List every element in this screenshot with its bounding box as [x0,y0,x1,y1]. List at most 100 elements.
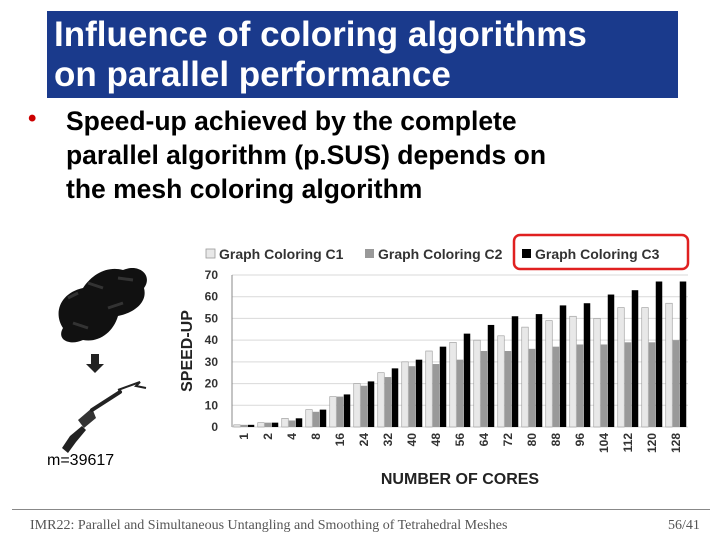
bar [607,294,615,427]
x-tick-label: 4 [285,433,299,440]
x-tick-label: 32 [381,433,395,447]
bar [665,302,673,428]
bar [504,351,512,427]
title-line-2: on parallel performance [54,55,451,94]
legend-label: Graph Coloring C2 [378,246,503,262]
legend-swatch [522,249,531,258]
footer-title: IMR22: Parallel and Simultaneous Untangl… [30,518,508,533]
legend-label: Graph Coloring C1 [219,246,344,262]
bar [480,351,488,427]
x-tick-label: 128 [669,433,683,453]
bar [360,385,368,427]
y-tick-label: 20 [205,377,219,391]
bar [264,422,272,427]
bar [456,359,464,427]
bar [295,418,303,427]
bullet-text: Speed-up achieved by the complete parall… [66,104,666,206]
x-tick-label: 72 [501,433,515,447]
tangled-mesh-image [58,268,147,343]
x-tick-label: 8 [309,433,323,440]
bar [593,318,601,428]
bar [408,366,416,427]
smoothed-mesh-image [62,381,147,453]
y-tick-label: 10 [205,398,219,412]
bar [439,346,447,427]
bar [600,344,608,427]
bar [545,320,553,428]
bar [528,348,536,427]
x-tick-label: 64 [477,433,491,447]
bar [641,307,649,428]
legend-swatch [365,249,374,258]
bar [559,305,567,427]
x-tick-label: 80 [525,433,539,447]
x-tick-label: 24 [357,433,371,447]
bar [312,411,320,427]
bar [343,394,351,427]
bullet-line-1: Speed-up achieved by the complete [66,106,517,136]
x-tick-label: 112 [621,433,635,453]
bar [576,344,584,427]
bullet-line-3: the mesh coloring algorithm [66,174,423,204]
bar [648,342,656,427]
y-tick-label: 50 [205,311,219,325]
x-tick-label: 88 [549,433,563,447]
x-tick-label: 120 [645,433,659,453]
bar [655,281,663,427]
bar [240,424,248,427]
y-tick-label: 0 [211,420,218,434]
y-tick-label: 30 [205,355,219,369]
x-tick-label: 48 [429,433,443,447]
bar [425,350,433,428]
bar [377,372,385,428]
y-axis-title: SPEED-UP [179,310,196,392]
bar [247,424,255,427]
bar [353,383,361,428]
bar [617,307,625,428]
y-tick-label: 70 [205,268,219,282]
x-tick-label: 2 [261,433,275,440]
mesh-size-label: m=39617 [47,452,115,469]
bar [624,342,632,427]
bar [463,333,471,427]
bar [432,364,440,427]
bar [521,326,529,428]
bar [449,342,457,428]
x-axis-title: NUMBER OF CORES [381,471,540,488]
footer-divider [12,509,710,510]
bar [233,424,241,428]
bar [569,315,577,428]
x-tick-label: 104 [597,433,611,453]
x-tick-label: 16 [333,433,347,447]
bar [288,420,296,427]
legend-highlight-box [512,233,690,271]
bar [271,422,279,427]
x-tick-label: 1 [237,433,251,440]
bar [257,422,265,428]
bar [281,418,289,428]
bar [535,314,543,427]
bar [473,339,481,428]
bar [552,346,560,427]
x-tick-label: 56 [453,433,467,447]
title-line-1: Influence of coloring algorithms [54,15,587,54]
legend-swatch [205,248,216,259]
x-tick-label: 40 [405,433,419,447]
x-tick-label: 96 [573,433,587,447]
bar [329,396,337,428]
bullet-line-2: parallel algorithm (p.SUS) depends on [66,140,547,170]
bar [415,359,423,427]
bar [336,396,344,427]
title-box: Influence of coloring algorithms on para… [47,11,678,98]
bar [391,368,399,427]
bar [679,281,687,427]
y-tick-label: 40 [205,333,219,347]
slide-title: Influence of coloring algorithms on para… [54,15,587,95]
bar [672,340,680,427]
bullet-marker: • [28,105,37,132]
bar [367,381,375,427]
bar [401,361,409,428]
bar [319,409,327,427]
bar [384,377,392,427]
